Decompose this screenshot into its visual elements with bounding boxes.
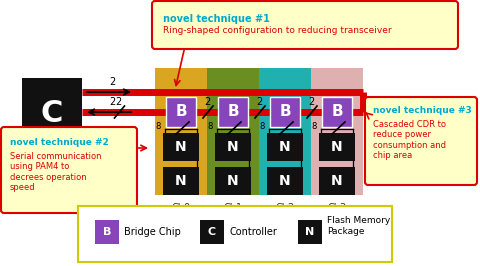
FancyBboxPatch shape	[78, 206, 392, 262]
Bar	[155, 68, 207, 195]
Text: N: N	[227, 174, 239, 188]
Text: 8: 8	[312, 122, 317, 131]
Text: B: B	[103, 227, 111, 237]
Text: 2: 2	[256, 97, 262, 107]
Text: C: C	[208, 227, 216, 237]
Text: Ch1: Ch1	[223, 203, 242, 213]
Text: N: N	[331, 140, 343, 154]
Text: novel technique #3: novel technique #3	[373, 106, 472, 115]
Bar	[267, 167, 303, 195]
Text: novel technique #2: novel technique #2	[10, 138, 109, 147]
FancyBboxPatch shape	[365, 97, 477, 185]
Bar	[267, 133, 303, 161]
Bar	[200, 220, 224, 244]
Text: 2: 2	[109, 77, 115, 87]
Text: 2: 2	[109, 97, 115, 107]
Bar	[319, 133, 355, 161]
Bar	[322, 97, 352, 127]
Bar	[22, 78, 82, 148]
Text: B: B	[331, 105, 343, 119]
Text: 8: 8	[156, 122, 161, 131]
Text: novel technique #1: novel technique #1	[163, 14, 270, 24]
Bar	[259, 68, 311, 195]
Text: N: N	[175, 174, 187, 188]
Text: Serial communication
using PAM4 to
decrees operation
speed: Serial communication using PAM4 to decre…	[10, 152, 101, 192]
Bar	[163, 133, 199, 161]
FancyBboxPatch shape	[1, 127, 137, 213]
Text: 8: 8	[260, 122, 265, 131]
Bar	[298, 220, 322, 244]
Text: 2: 2	[308, 97, 314, 107]
Text: N: N	[279, 140, 291, 154]
Text: C: C	[41, 98, 63, 127]
Text: N: N	[175, 140, 187, 154]
Text: Ch0: Ch0	[171, 203, 191, 213]
Text: N: N	[305, 227, 314, 237]
Bar	[95, 220, 119, 244]
Text: Bridge Chip: Bridge Chip	[124, 227, 181, 237]
Bar	[270, 97, 300, 127]
Bar	[215, 167, 251, 195]
Text: 8: 8	[208, 122, 213, 131]
Text: N: N	[331, 174, 343, 188]
Bar	[215, 133, 251, 161]
Text: Ch2: Ch2	[276, 203, 295, 213]
Text: N: N	[227, 140, 239, 154]
Bar	[311, 68, 363, 195]
FancyBboxPatch shape	[152, 1, 458, 49]
Text: Cascaded CDR to
reduce power
consumption and
chip area: Cascaded CDR to reduce power consumption…	[373, 120, 446, 160]
Text: N: N	[279, 174, 291, 188]
Text: B: B	[227, 105, 239, 119]
Bar	[207, 68, 259, 195]
Text: Ring-shaped configuration to reducing transceiver: Ring-shaped configuration to reducing tr…	[163, 26, 392, 35]
Text: 2: 2	[115, 97, 121, 107]
Text: 2: 2	[204, 97, 210, 107]
Text: Ch3: Ch3	[327, 203, 347, 213]
Bar	[218, 97, 248, 127]
Text: B: B	[279, 105, 291, 119]
Text: Controller: Controller	[229, 227, 277, 237]
Text: B: B	[175, 105, 187, 119]
Text: Flash Memory
Package: Flash Memory Package	[327, 216, 390, 236]
Bar	[163, 167, 199, 195]
Bar	[319, 167, 355, 195]
Bar	[166, 97, 196, 127]
